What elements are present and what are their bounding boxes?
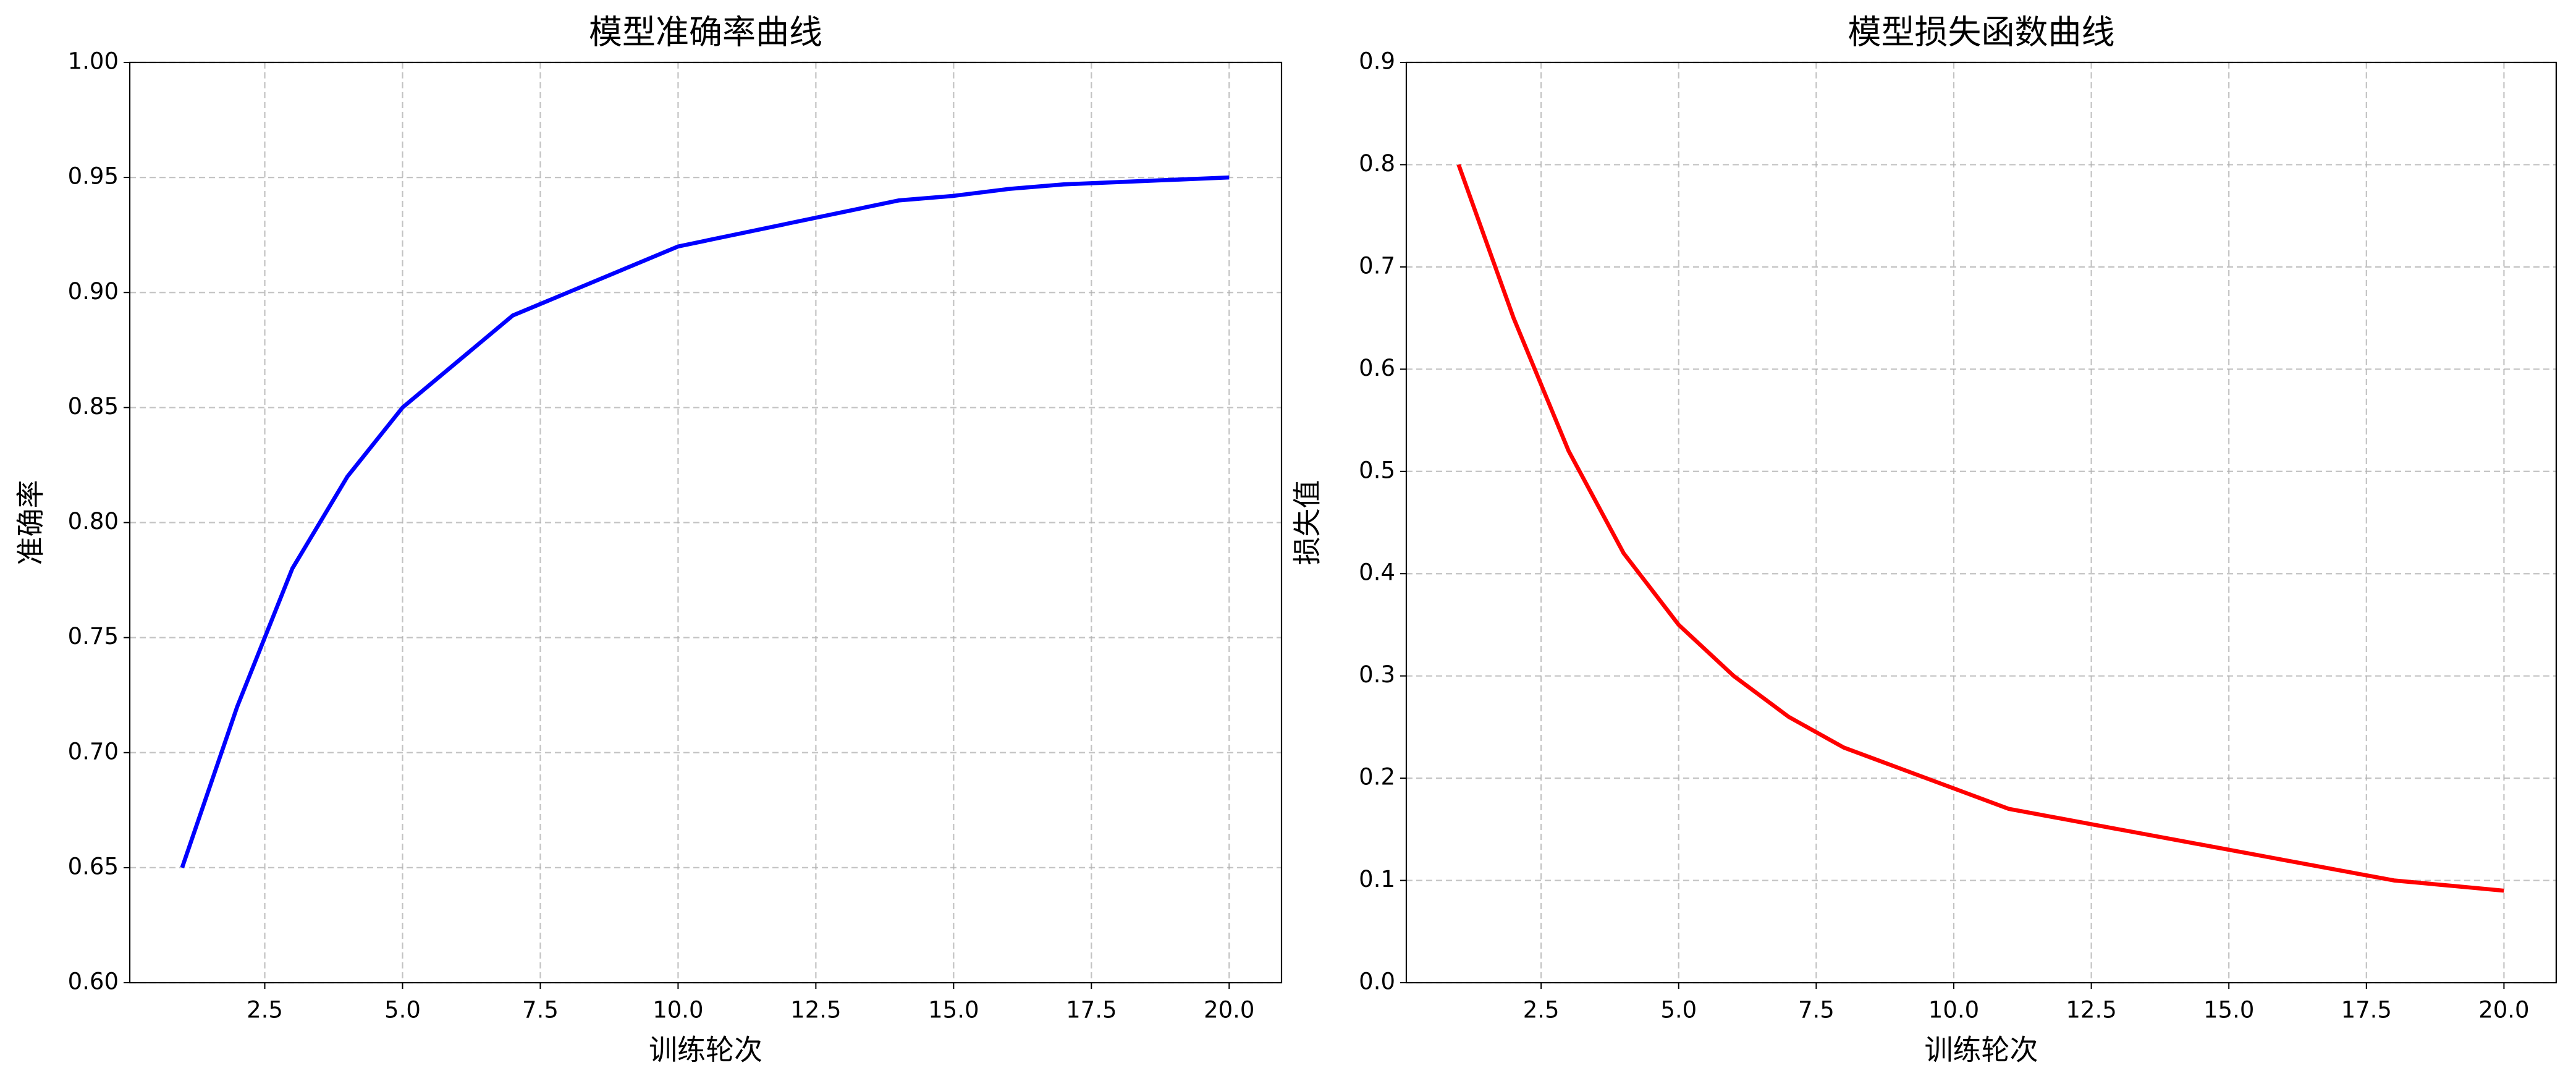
y-tick-label: 0.70 [68, 738, 119, 765]
y-tick-label: 0.9 [1359, 48, 1395, 75]
x-tick-label: 10.0 [652, 997, 703, 1023]
y-tick-label: 0.75 [68, 623, 119, 650]
y-tick-label: 0.95 [68, 163, 119, 190]
y-tick-label: 0.1 [1359, 866, 1395, 892]
y-tick-label: 0.3 [1359, 661, 1395, 688]
data-line [1456, 164, 2504, 893]
x-axis-label: 训练轮次 [1925, 1033, 2038, 1067]
x-tick-label: 20.0 [1204, 997, 1254, 1023]
y-tick-label: 0.5 [1359, 457, 1395, 483]
data-line [180, 175, 1230, 868]
y-tick-label: 0.6 [1359, 355, 1395, 381]
x-tick-label: 2.5 [1523, 997, 1560, 1023]
y-tick-label: 0.90 [68, 278, 119, 305]
y-tick-label: 0.60 [68, 968, 119, 995]
y-tick-label: 0.4 [1359, 559, 1395, 586]
x-axis-label: 训练轮次 [649, 1033, 762, 1067]
chart-title: 模型准确率曲线 [589, 13, 822, 52]
x-tick-label: 15.0 [928, 997, 979, 1023]
y-tick-label: 0.0 [1359, 968, 1395, 995]
plot-frame [1405, 61, 2557, 984]
y-tick-label: 0.85 [68, 393, 119, 420]
y-tick-label: 0.65 [68, 853, 119, 879]
x-tick-label: 12.5 [790, 997, 841, 1023]
y-tick-label: 0.7 [1359, 252, 1395, 279]
x-tick-label: 15.0 [2203, 997, 2254, 1023]
x-tick-label: 7.5 [522, 997, 559, 1023]
y-tick-label: 0.80 [68, 508, 119, 535]
x-tick-label: 5.0 [1660, 997, 1697, 1023]
y-axis-label: 准确率 [14, 480, 48, 566]
y-tick-label: 1.00 [68, 48, 119, 75]
chart-title: 模型损失函数曲线 [1848, 13, 2115, 52]
y-tick-label: 0.8 [1359, 150, 1395, 177]
x-tick-label: 17.5 [1066, 997, 1117, 1023]
x-tick-label: 2.5 [247, 997, 283, 1023]
x-tick-label: 10.0 [1928, 997, 1979, 1023]
y-axis-label: 损失值 [1291, 480, 1324, 566]
x-tick-label: 5.0 [384, 997, 421, 1023]
y-tick-label: 0.2 [1359, 764, 1395, 790]
x-tick-label: 20.0 [2478, 997, 2529, 1023]
x-tick-label: 17.5 [2341, 997, 2392, 1023]
plot-frame [129, 61, 1283, 984]
x-tick-label: 12.5 [2066, 997, 2116, 1023]
x-tick-label: 7.5 [1798, 997, 1835, 1023]
